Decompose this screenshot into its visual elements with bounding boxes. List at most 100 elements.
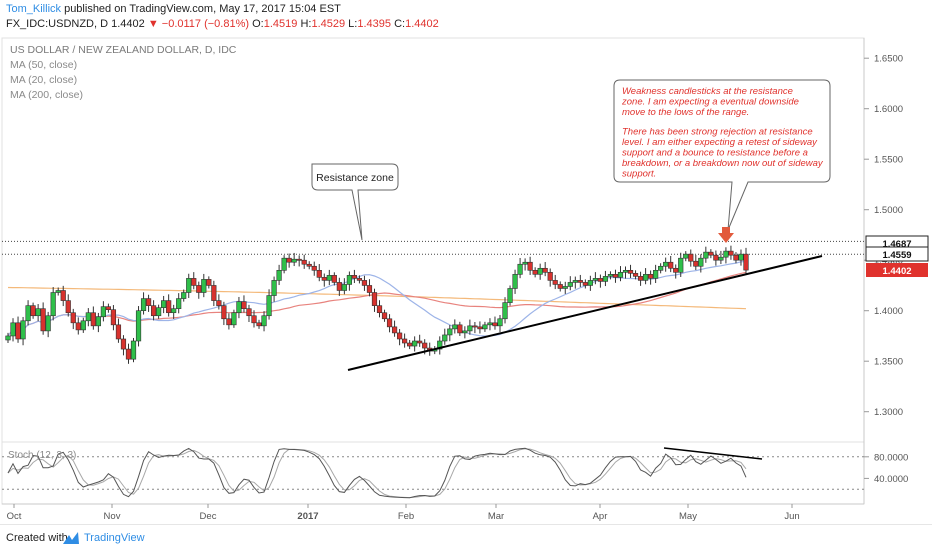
chart-canvas[interactable]: 1.65001.60001.55001.50001.45001.40001.35… <box>0 34 932 524</box>
candle-body <box>5 335 11 341</box>
candle-body <box>100 306 106 318</box>
candle-body <box>452 324 458 330</box>
candle-body <box>80 320 86 331</box>
candle-body <box>678 257 684 273</box>
note-line: Weakness candlesticks at the resistance <box>622 86 793 97</box>
price-tag-resistance-bottom: 1.4559 <box>865 246 929 262</box>
candle-body <box>216 300 222 306</box>
stoch-grid: 80.0000 40.0000 <box>2 452 908 490</box>
tradingview-brand-link[interactable]: TradingView <box>84 532 145 544</box>
candle-body <box>642 274 649 281</box>
created-with-label: Created with <box>6 532 68 544</box>
candle-body <box>266 295 272 317</box>
series-legend: US DOLLAR / NEW ZEALAND DOLLAR, D, IDC M… <box>10 43 236 103</box>
candle-body <box>341 284 347 291</box>
candle-body <box>507 288 513 303</box>
stoch-d-line <box>7 448 747 499</box>
chart-header: Tom_Killick published on TradingView.com… <box>0 0 932 34</box>
tag-text-top: 1.4687 <box>882 239 911 250</box>
candle-body <box>502 302 508 320</box>
candle-body <box>30 305 36 317</box>
time-tick-label: Jun <box>784 511 799 522</box>
note-line: move to the lows of the range. <box>622 107 749 118</box>
stoch-k-line <box>7 447 747 499</box>
candle-body <box>512 274 518 289</box>
candle-body <box>487 322 493 326</box>
candle-body <box>55 290 61 293</box>
candle-body <box>462 330 468 334</box>
note-line: support and a bounce to resistance befor… <box>622 148 808 159</box>
candle-body <box>35 308 41 317</box>
open-label: O: <box>252 18 264 30</box>
candle-body <box>256 322 262 327</box>
time-tick-label: May <box>679 511 697 522</box>
legend-ma20[interactable]: MA (20, close) <box>10 74 78 86</box>
candle-body <box>592 278 598 281</box>
tradingview-logo-icon <box>63 532 79 544</box>
legend-ma200[interactable]: MA (200, close) <box>10 89 83 101</box>
candle-body <box>376 305 383 314</box>
candle-body <box>602 276 609 282</box>
footer-bar: Created with TradingView <box>0 524 932 551</box>
candle-body <box>482 324 488 330</box>
candle-body <box>386 318 393 328</box>
stoch-legend[interactable]: Stoch (12, 3, 3) <box>8 450 76 461</box>
candle-body <box>85 312 91 322</box>
candle-body <box>663 261 669 267</box>
candle-body <box>145 298 152 306</box>
candle-body <box>306 263 312 267</box>
price-tick-label: 1.6500 <box>874 54 903 65</box>
symbol-label[interactable]: FX_IDC:USDNZD, D <box>6 18 109 30</box>
candle-body <box>246 308 252 317</box>
high-value: 1.4529 <box>311 18 346 30</box>
stoch-tick-label: 80.0000 <box>874 452 908 463</box>
candle-body <box>412 340 418 347</box>
price-tick-label: 1.5500 <box>874 155 903 166</box>
candle-body <box>276 270 282 281</box>
candle-body <box>567 282 573 287</box>
candle-body <box>50 292 56 317</box>
price-tick-label: 1.4000 <box>874 306 903 317</box>
time-tick-label: 2017 <box>297 511 318 522</box>
analysis-note[interactable]: Weakness candlesticks at the resistancez… <box>613 79 831 231</box>
candle-body <box>738 253 744 261</box>
candle-body <box>186 278 192 293</box>
time-tick-label: Dec <box>200 511 217 522</box>
note-line: level. I am either expecting a retest of… <box>622 137 818 148</box>
price-tick-label: 1.3000 <box>874 407 903 418</box>
candle-body <box>351 275 358 279</box>
candle-body <box>206 279 212 286</box>
legend-title: US DOLLAR / NEW ZEALAND DOLLAR, D, IDC <box>10 44 237 56</box>
candle-body <box>166 300 172 314</box>
candle-body <box>391 326 398 334</box>
candle-body <box>211 285 217 301</box>
candle-body <box>296 258 302 261</box>
candle-body <box>135 310 142 342</box>
candle-body <box>381 312 388 320</box>
resistance-callout[interactable]: Resistance zone <box>311 163 399 241</box>
candle-body <box>467 325 473 332</box>
candle-body <box>140 298 147 311</box>
candle-body <box>231 312 237 326</box>
candle-body <box>658 265 664 271</box>
candle-body <box>617 272 624 278</box>
time-axis: Oct Nov Dec 2017 Feb Mar Apr May Jun <box>7 504 800 522</box>
candle-body <box>201 279 207 293</box>
candle-body <box>632 273 639 277</box>
candle-body <box>60 290 66 301</box>
low-value: 1.4395 <box>357 18 392 30</box>
candle-body <box>627 270 634 274</box>
time-tick-label: Nov <box>104 511 121 522</box>
candle-body <box>547 272 553 281</box>
candle-body <box>110 309 117 326</box>
author-link[interactable]: Tom_Killick <box>6 3 62 15</box>
candle-body <box>161 300 167 308</box>
candle-body <box>371 292 378 306</box>
publish-line: Tom_Killick published on TradingView.com… <box>6 3 341 15</box>
candle-body <box>728 250 734 256</box>
legend-ma50[interactable]: MA (50, close) <box>10 59 78 71</box>
candle-body <box>522 261 528 265</box>
candle-body <box>196 285 202 293</box>
candle-body <box>331 275 337 283</box>
stoch-tick-label: 40.0000 <box>874 474 908 485</box>
